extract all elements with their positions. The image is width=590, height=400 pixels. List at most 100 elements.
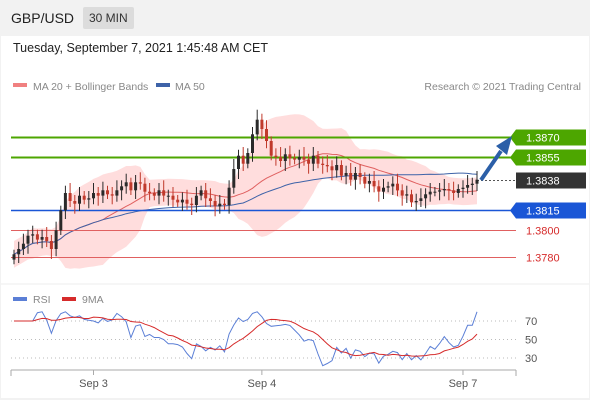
candle-body	[246, 153, 250, 164]
candle-body	[17, 249, 21, 255]
candle-body	[63, 193, 67, 211]
candle-body	[382, 187, 385, 192]
candle-body	[367, 181, 371, 184]
candle-body	[12, 254, 16, 260]
candle-body	[405, 194, 409, 196]
candle-body	[410, 194, 413, 203]
level-pointer-1-3855	[510, 149, 516, 166]
candle-body	[59, 210, 63, 231]
candle-body	[363, 177, 367, 184]
candle-body	[101, 190, 105, 196]
candle-body	[35, 234, 39, 240]
ma20-legend-swatch	[13, 83, 27, 87]
level-label-1-3800: 1.3800	[526, 226, 560, 238]
candle-body	[325, 165, 329, 167]
candle-body	[78, 195, 81, 204]
candle-body	[110, 194, 114, 196]
candle-body	[419, 198, 423, 201]
candle-body	[433, 191, 437, 193]
candle-body	[199, 190, 203, 196]
rsi-tick-30: 30	[525, 353, 537, 365]
candle-body	[447, 189, 451, 191]
candle-body	[166, 195, 170, 197]
candle-body	[475, 179, 479, 184]
candle-body	[124, 182, 128, 187]
rsi-tick-50: 50	[525, 335, 537, 347]
candle-body	[138, 182, 142, 184]
level-pointer-1-3815	[510, 202, 516, 219]
ma50-line	[13, 172, 478, 255]
candle-body	[223, 203, 226, 205]
candle-body	[335, 165, 339, 171]
candle-body	[321, 163, 325, 165]
level-badge-1-3855	[516, 149, 586, 166]
candle-body	[148, 191, 152, 193]
candle-body	[391, 183, 395, 187]
candle-body	[386, 186, 390, 188]
chart-header: GBP/USD 30 MIN	[0, 0, 590, 36]
x-tick-label: Sep 4	[247, 378, 276, 390]
timeframe-badge[interactable]: 30 MIN	[83, 7, 134, 29]
forecast-arrow-shaft	[479, 149, 503, 182]
candle-body	[274, 155, 278, 157]
candle-body	[180, 199, 184, 203]
candle-body	[311, 155, 315, 164]
candle-body	[283, 154, 287, 161]
level-badge-1-3838	[516, 172, 586, 189]
candlesticks	[12, 109, 479, 265]
ma20-legend-label: MA 20 + Bollinger Bands	[33, 81, 148, 93]
candle-body	[330, 166, 334, 171]
candle-body	[92, 193, 95, 199]
level-badge-1-3870	[516, 129, 586, 146]
candle-body	[218, 203, 222, 207]
candle-body	[452, 190, 456, 193]
candle-body	[241, 155, 245, 164]
x-tick-label: Sep 7	[449, 378, 478, 390]
candle-body	[87, 198, 91, 200]
candle-body	[466, 185, 470, 188]
level-label-1-3838: 1.3838	[526, 176, 560, 188]
candle-body	[96, 193, 100, 196]
candle-body	[344, 173, 348, 176]
x-axis-ticks: Sep 3 Sep 4 Sep 7	[79, 370, 477, 390]
level-label-1-3780: 1.3780	[526, 253, 560, 265]
candle-body	[194, 195, 198, 205]
candle-body	[316, 155, 320, 164]
rsi-legend-swatch	[13, 297, 27, 301]
rsi-ma-legend-label: 9MA	[82, 294, 104, 306]
candle-body	[339, 165, 343, 176]
price-levels: 1.3870 1.3855 1.3838 1.3815 1.3800 1.3780	[11, 129, 586, 265]
level-label-1-3855: 1.3855	[526, 153, 560, 165]
candle-body	[185, 199, 189, 204]
candle-body	[152, 193, 156, 196]
ma50-legend-label: MA 50	[175, 81, 205, 93]
moving-average-lines	[13, 153, 478, 255]
candle-body	[456, 189, 460, 193]
candle-body	[372, 181, 376, 187]
candle-body	[82, 195, 86, 200]
x-tick-label: Sep 3	[79, 378, 108, 390]
candle-body	[106, 190, 109, 195]
candle-body	[190, 203, 194, 205]
candle-body	[162, 190, 166, 196]
candle-body	[232, 169, 236, 188]
candle-body	[237, 155, 240, 169]
candle-body	[129, 182, 133, 191]
candle-body	[115, 190, 119, 196]
candle-body	[358, 173, 362, 177]
timestamp: Tuesday, September 7, 2021 1:45:48 AM CE…	[13, 41, 269, 55]
level-pointer-1-3870	[510, 129, 516, 146]
candle-body	[307, 159, 311, 164]
candle-body	[302, 157, 306, 160]
candle-body	[171, 195, 175, 200]
candle-body	[260, 119, 264, 129]
candle-body	[428, 191, 432, 195]
candle-body	[279, 157, 283, 161]
level-label-1-3870: 1.3870	[526, 133, 560, 145]
candle-body	[269, 141, 273, 156]
candle-body	[414, 201, 418, 203]
candle-body	[438, 190, 442, 192]
rsi-legend-label: RSI	[33, 294, 51, 306]
candle-body	[204, 190, 208, 199]
